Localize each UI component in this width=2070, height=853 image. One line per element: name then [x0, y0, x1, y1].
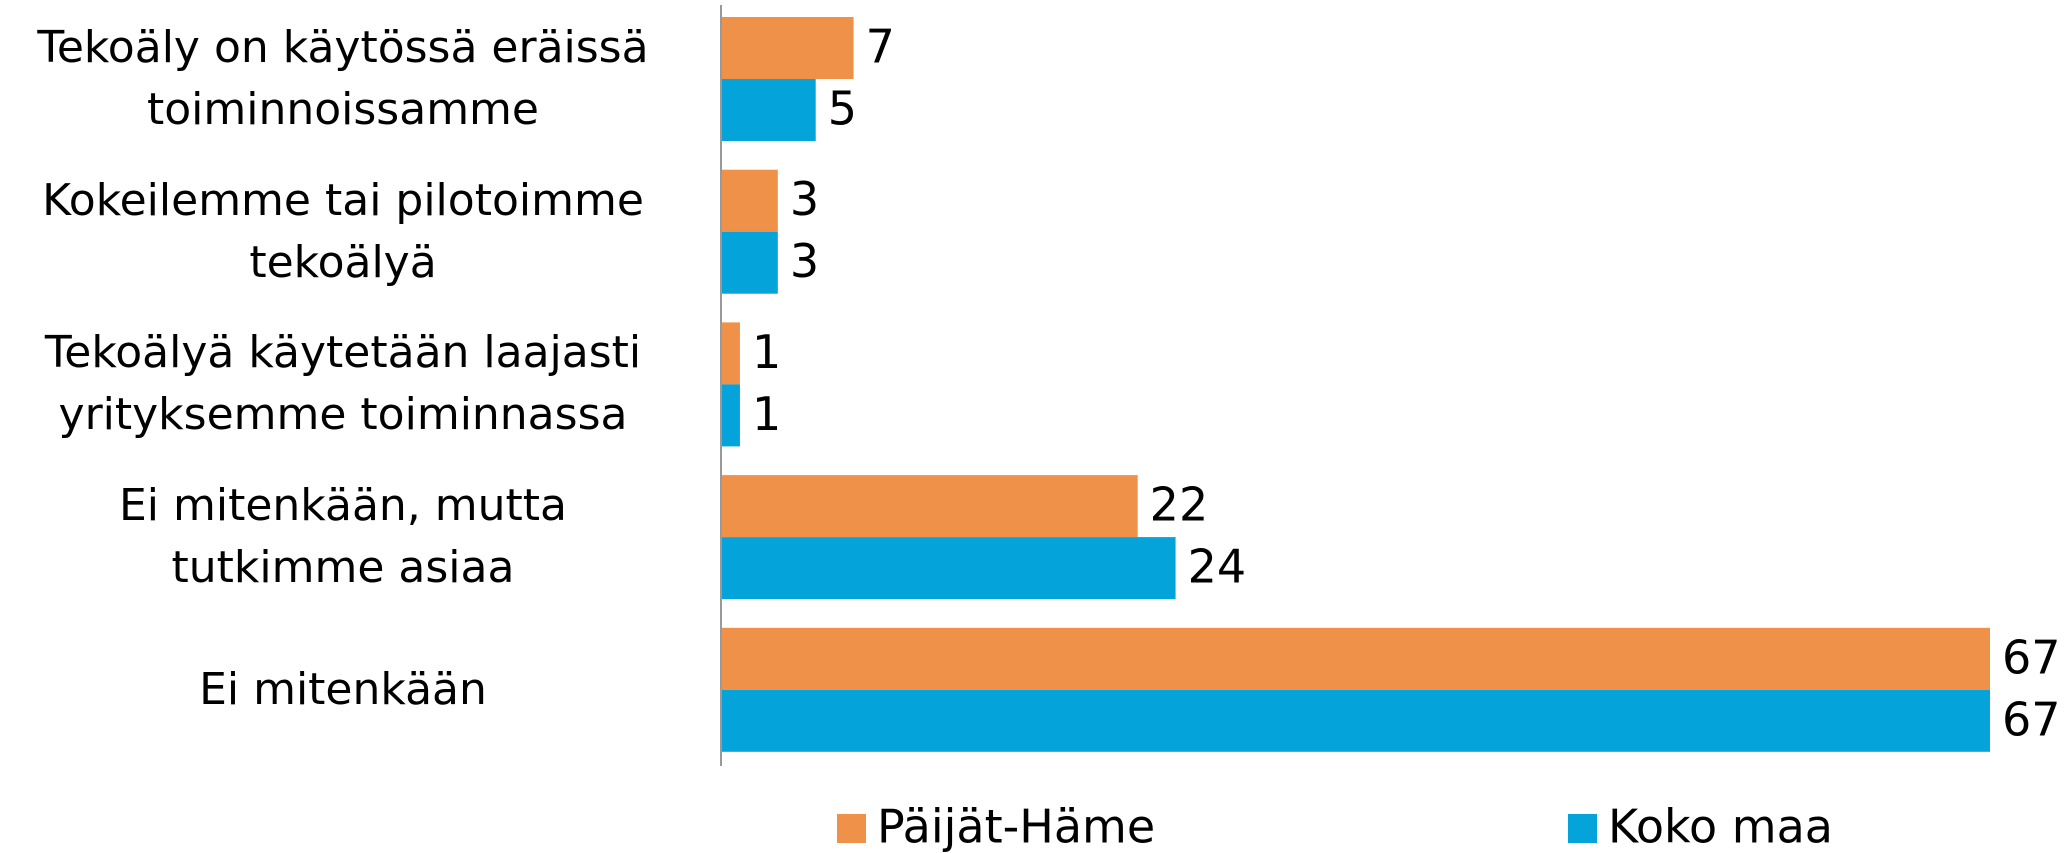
category-label: Ei mitenkään, mutta tutkimme asiaa	[118, 480, 567, 594]
value-label: 1	[752, 325, 781, 379]
value-label: 22	[1150, 478, 1209, 532]
legend-label: Koko maa	[1608, 800, 1833, 853]
bar	[721, 231, 778, 294]
bar	[721, 475, 1138, 538]
bar	[721, 689, 1990, 752]
bar	[721, 384, 740, 447]
bar	[721, 322, 740, 385]
value-label: 67	[2002, 692, 2061, 746]
legend-swatch	[837, 814, 866, 843]
value-label: 24	[1188, 540, 1247, 594]
legend-label: Päijät-Häme	[877, 800, 1155, 853]
value-label: 3	[790, 234, 819, 288]
category-label: Ei mitenkään	[199, 663, 487, 715]
category-label: Tekoälyä käytetään laajasti yrityksemme …	[44, 327, 642, 441]
bar	[721, 79, 816, 141]
bar	[721, 17, 854, 79]
bar	[721, 537, 1176, 600]
legend-swatch	[1568, 814, 1597, 843]
value-label: 7	[866, 20, 895, 74]
bar	[721, 627, 1990, 690]
value-label: 5	[828, 82, 857, 136]
category-label: Tekoäly on käytössä eräissä toiminnoissa…	[37, 22, 649, 135]
category-label: Kokeilemme tai pilotoimme tekoälyä	[42, 174, 644, 288]
bar	[721, 169, 778, 232]
value-label: 67	[2002, 630, 2061, 684]
value-label: 1	[752, 387, 781, 441]
value-label: 3	[790, 172, 819, 226]
